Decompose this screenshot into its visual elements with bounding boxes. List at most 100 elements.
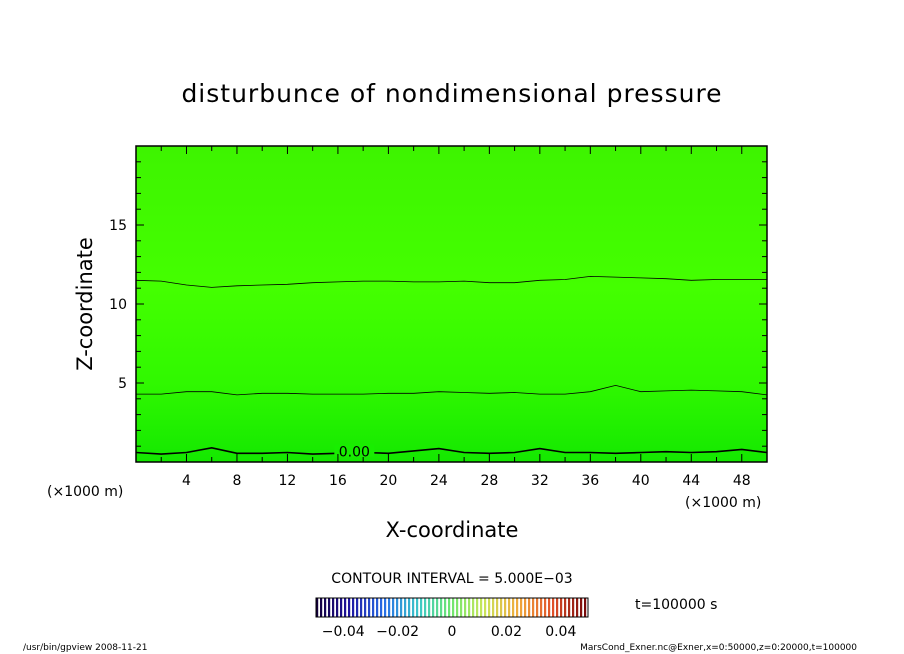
x-tick-label: 32: [531, 473, 549, 489]
footer-right: MarsCond_Exner.nc@Exner,x=0:50000,z=0:20…: [580, 643, 857, 653]
colorbar-tick-label: 0.02: [491, 624, 522, 640]
colorbar-cell: [484, 598, 487, 617]
colorbar-cell: [356, 598, 359, 617]
colorbar-cell: [560, 598, 563, 617]
colorbar-cell: [568, 598, 571, 617]
contour-line: [135, 275, 767, 288]
x-tick-label: 24: [430, 473, 448, 489]
colorbar-cell: [364, 598, 367, 617]
colorbar-cell: [480, 598, 483, 617]
colorbar-cell: [552, 598, 555, 617]
colorbar-cell: [512, 598, 515, 617]
colorbar-cell: [372, 598, 375, 617]
colorbar-cell: [400, 598, 403, 617]
colorbar-cell: [572, 598, 575, 617]
colorbar-cell: [496, 598, 499, 617]
x-tick-label: 36: [581, 473, 599, 489]
colorbar-cell: [492, 598, 495, 617]
contour-label: 0.00: [339, 445, 370, 461]
y-unit-label: (×1000 m): [47, 484, 123, 500]
x-axis-label: X-coordinate: [386, 518, 519, 542]
x-tick-marks: [135, 146, 768, 462]
colorbar-cell: [348, 598, 351, 617]
colorbar-tick-label: 0: [448, 624, 457, 640]
colorbar-cell: [320, 598, 323, 617]
colorbar-cell: [408, 598, 411, 617]
colorbar-cell: [536, 598, 539, 617]
colorbar-cell: [500, 598, 503, 617]
colorbar-tick-label: −0.04: [322, 624, 365, 640]
colorbar-cell: [504, 598, 507, 617]
colorbar-cell: [548, 598, 551, 617]
colorbar-cell: [460, 598, 463, 617]
footer-left: /usr/bin/gpview 2008-11-21: [23, 643, 147, 653]
colorbar-cell: [436, 598, 439, 617]
colorbar-cell: [468, 598, 471, 617]
colorbar-cell: [352, 598, 355, 617]
colorbar-cell: [564, 598, 567, 617]
y-tick-label: 5: [118, 376, 127, 392]
colorbar-cell: [344, 598, 347, 617]
colorbar-cell: [316, 598, 319, 617]
x-tick-label: 4: [182, 473, 191, 489]
colorbar-cell: [388, 598, 391, 617]
x-tick-label: 12: [279, 473, 297, 489]
colorbar-cell: [340, 598, 343, 617]
contour-line: [135, 446, 768, 455]
colorbar: [316, 598, 587, 617]
contour-line: [136, 384, 768, 396]
pressure-field: [136, 146, 767, 462]
x-tick-label: 16: [329, 473, 347, 489]
x-tick-label: 28: [480, 473, 498, 489]
x-tick-label: 40: [632, 473, 650, 489]
colorbar-cell: [424, 598, 427, 617]
y-tick-label: 10: [109, 297, 127, 313]
colorbar-cell: [412, 598, 415, 617]
colorbar-cell: [584, 598, 587, 617]
colorbar-cell: [444, 598, 447, 617]
x-unit-label: (×1000 m): [685, 495, 761, 511]
y-tick-marks: [136, 145, 767, 463]
colorbar-cell: [336, 598, 339, 617]
x-tick-labels: 4 8 12 16 20 24 28 32 36 40 44 48: [182, 473, 751, 489]
colorbar-cell: [540, 598, 543, 617]
colorbar-cell: [392, 598, 395, 617]
colorbar-cell: [384, 598, 387, 617]
colorbar-cell: [472, 598, 475, 617]
colorbar-cell: [432, 598, 435, 617]
colorbar-cell: [420, 598, 423, 617]
x-tick-label: 8: [232, 473, 241, 489]
colorbar-cell: [532, 598, 535, 617]
colorbar-cell: [576, 598, 579, 617]
colorbar-cell: [376, 598, 379, 617]
chart-title: disturbunce of nondimensional pressure: [181, 79, 722, 108]
colorbar-cell: [404, 598, 407, 617]
colorbar-cell: [544, 598, 547, 617]
colorbar-cell: [440, 598, 443, 617]
colorbar-tick-label: −0.02: [376, 624, 419, 640]
plot-area: 0.00: [135, 145, 768, 463]
colorbar-cell: [416, 598, 419, 617]
colorbar-frame: [315, 597, 589, 618]
colorbar-cell: [452, 598, 455, 617]
contour-lines: 0.00: [135, 275, 768, 461]
colorbar-cell: [524, 598, 527, 617]
colorbar-cell: [476, 598, 479, 617]
colorbar-cell: [360, 598, 363, 617]
contour-label-gap: [334, 444, 375, 457]
colorbar-cell: [332, 598, 335, 617]
colorbar-cell: [328, 598, 331, 617]
colorbar-tick-labels: −0.04 −0.02 0 0.02 0.04: [322, 624, 577, 640]
colorbar-tick-label: 0.04: [545, 624, 576, 640]
colorbar-cell: [580, 598, 583, 617]
colorbar-cell: [528, 598, 531, 617]
y-tick-labels: 5 10 15: [109, 218, 127, 392]
x-tick-label: 48: [733, 473, 751, 489]
colorbar-cell: [396, 598, 399, 617]
colorbar-cell: [456, 598, 459, 617]
colorbar-cell: [448, 598, 451, 617]
y-tick-label: 15: [109, 218, 127, 234]
colorbar-cell: [488, 598, 491, 617]
colorbar-cell: [428, 598, 431, 617]
